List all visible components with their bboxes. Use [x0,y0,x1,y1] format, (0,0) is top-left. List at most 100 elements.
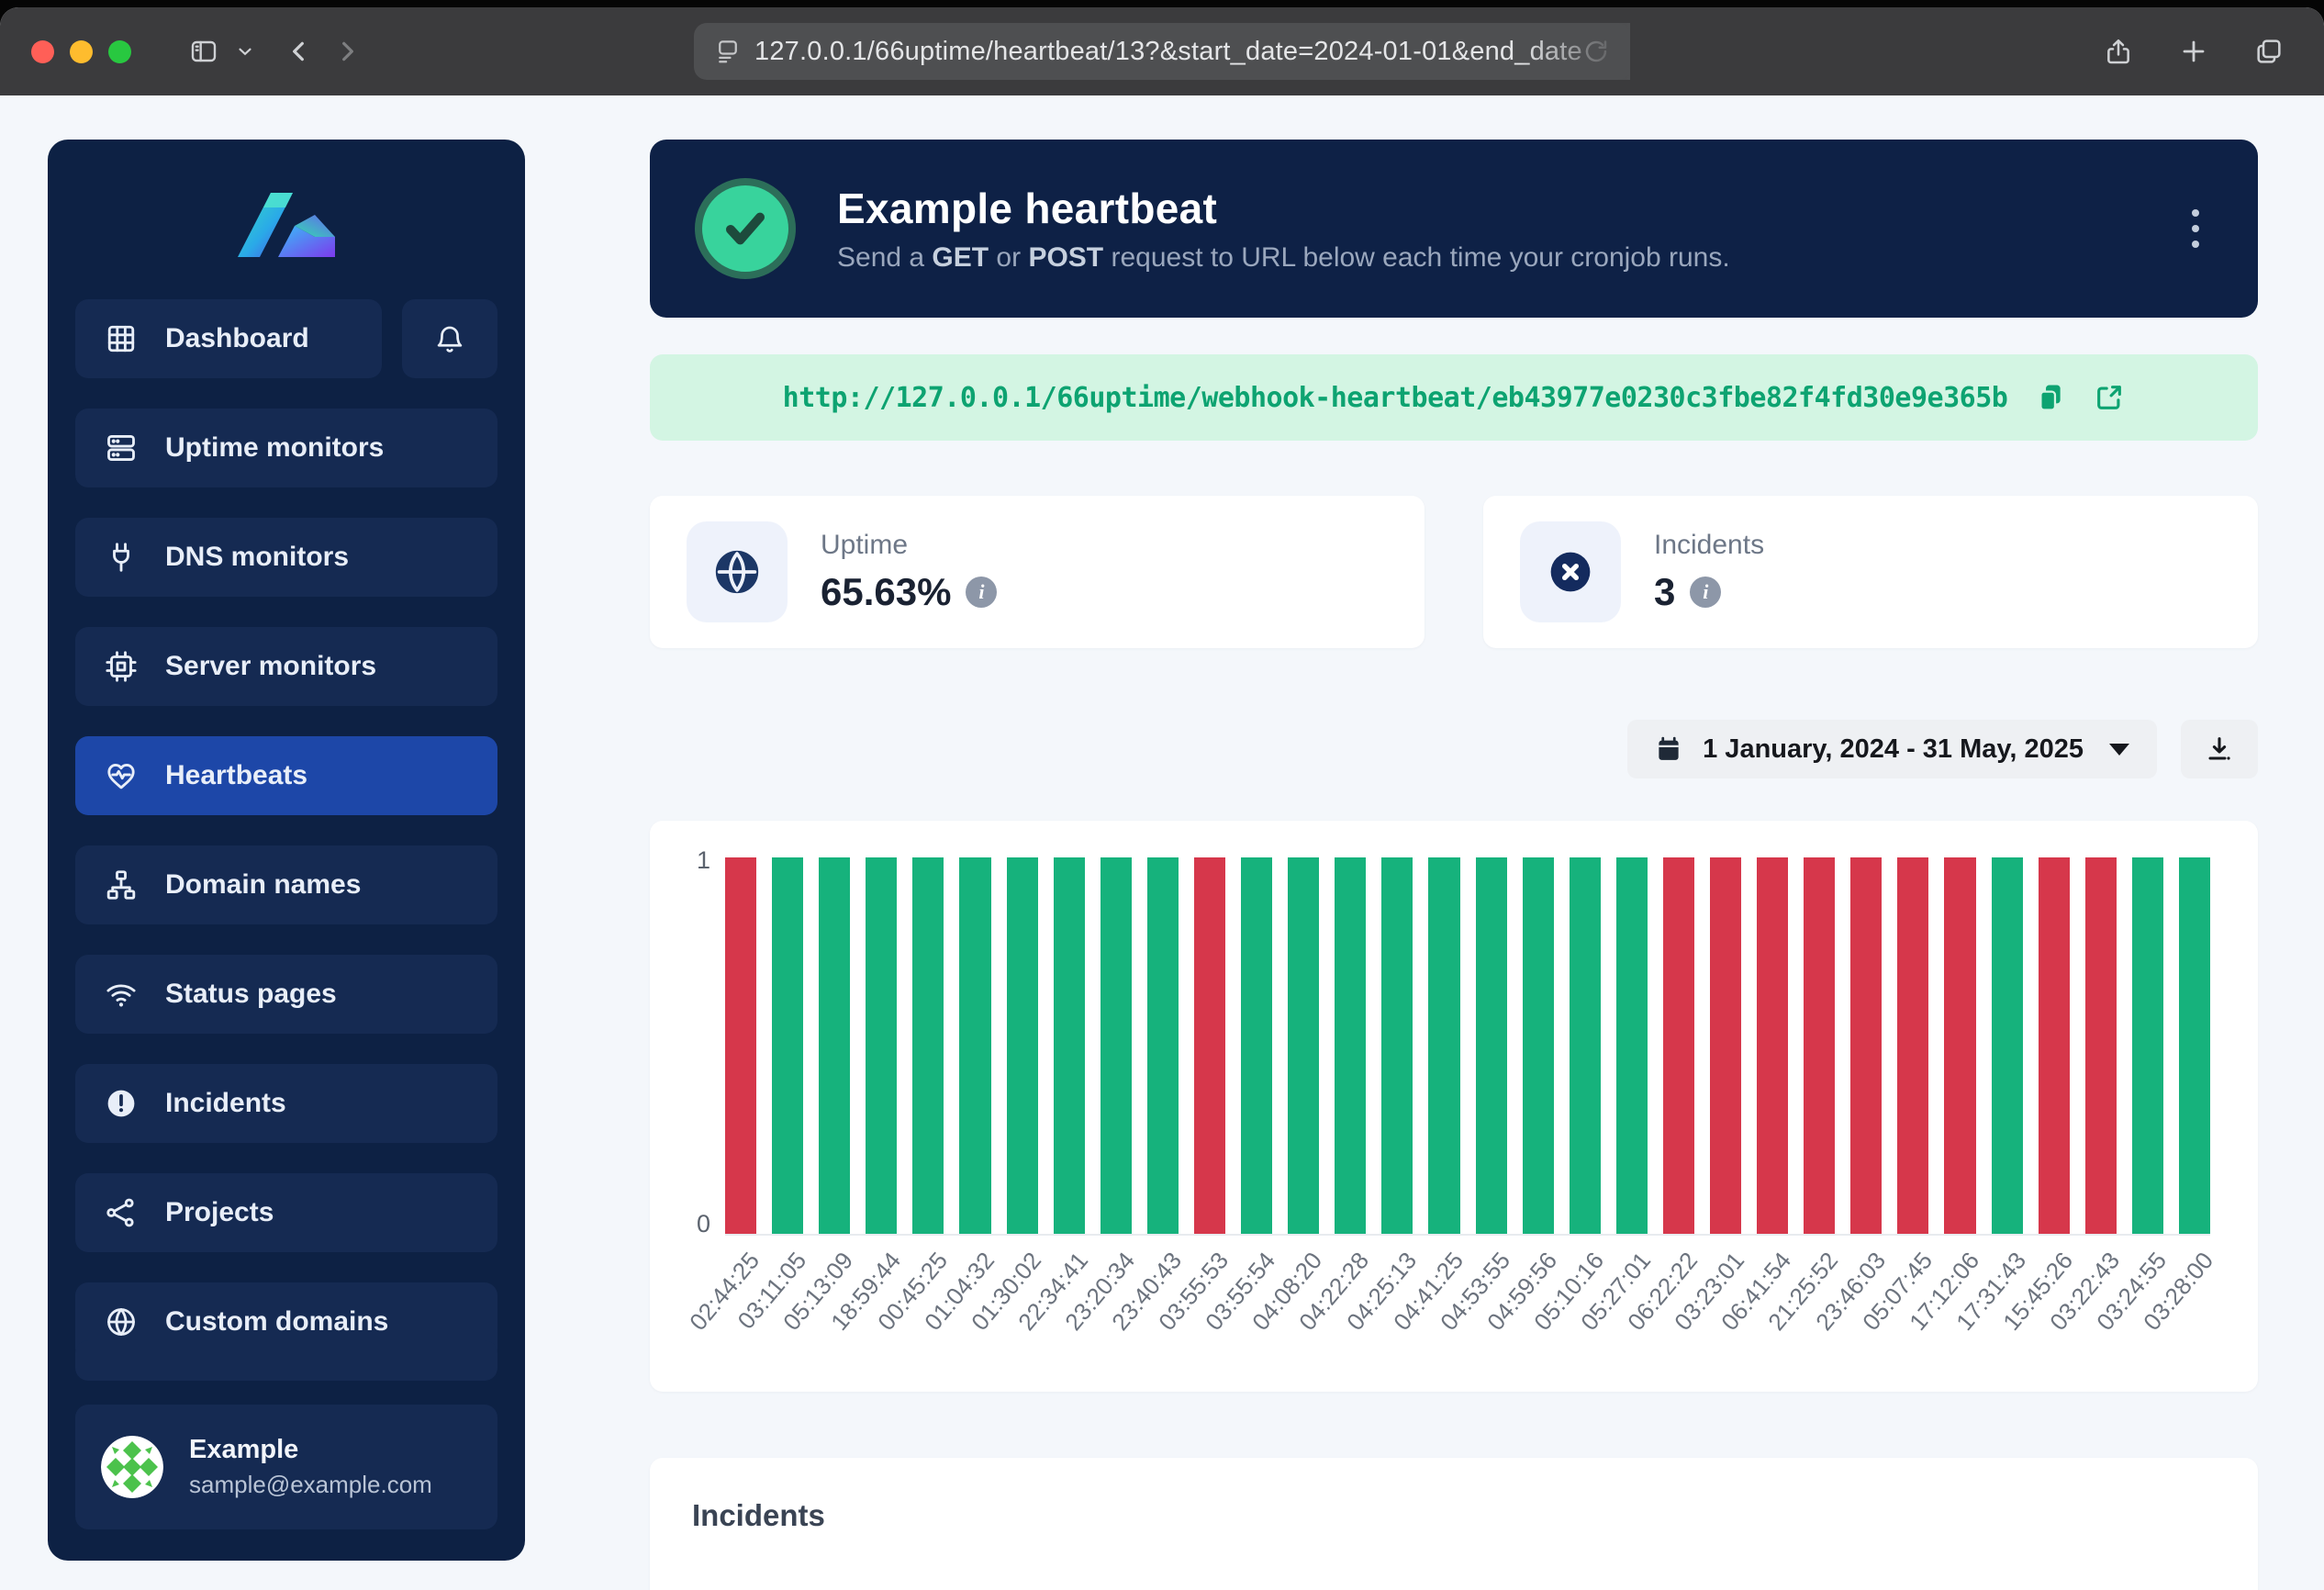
chart-bar-down[interactable] [1897,857,1928,1234]
incidents-section-title: Incidents [692,1498,2216,1533]
heartbeat-header-card: Example heartbeat Send a GET or POST req… [650,140,2258,318]
heartbeat-chart-card: 1 0 02:44:2503:11:0505:13:0918:59:4400:4… [650,821,2258,1392]
url-bar[interactable]: 127.0.0.1/66uptime/heartbeat/13?&start_d… [694,23,1630,80]
chart-plot-area: 02:44:2503:11:0505:13:0918:59:4400:45:25… [725,857,2210,1379]
chart-bar-down[interactable] [1757,857,1788,1234]
sidebar-item-label: Custom domains [165,1306,388,1338]
user-card[interactable]: Example sample@example.com [75,1405,497,1529]
chart-bar-up[interactable] [1241,857,1272,1234]
chart-bar-up[interactable] [1428,857,1459,1234]
sidebar-row-dns-monitors: DNS monitors [75,518,497,597]
sidebar-row-domain-names: Domain names [75,845,497,924]
sidebar-item-projects[interactable]: Projects [75,1173,497,1252]
forward-icon [332,37,362,66]
traffic-lights [31,40,147,63]
chart-bar-down[interactable] [1944,857,1975,1234]
chart-bar-down[interactable] [2085,857,2117,1234]
webhook-url-bar: http://127.0.0.1/66uptime/webhook-heartb… [650,354,2258,441]
download-button[interactable] [2181,720,2258,778]
wifi-icon [105,978,138,1011]
status-up-check-icon [694,177,797,280]
sidebar-toggle-icon [189,37,218,66]
date-range-picker[interactable]: 1 January, 2024 - 31 May, 2025 [1627,720,2157,778]
chart-bar-up[interactable] [959,857,990,1234]
globe-icon [712,547,762,597]
open-link-button[interactable] [2094,382,2125,413]
chart-bar-down[interactable] [1663,857,1694,1234]
x-circle-icon [1546,547,1595,597]
stat-value: 65.63% [821,570,951,614]
calendar-icon [1655,735,1682,763]
chart-bar-down[interactable] [725,857,756,1234]
tab-overview-button[interactable] [2245,28,2293,75]
zoom-window-button[interactable] [108,40,131,63]
chart-bar-up[interactable] [912,857,944,1234]
sidebar-item-heartbeats[interactable]: Heartbeats [75,736,497,815]
sidebar-item-server-monitors[interactable]: Server monitors [75,627,497,706]
chart-bar-up[interactable] [1007,857,1038,1234]
chart-bar-up[interactable] [1616,857,1648,1234]
y-axis-tick-min: 0 [697,1210,710,1238]
chart-bar-down[interactable] [1804,857,1835,1234]
new-tab-button[interactable] [2170,28,2218,75]
sidebar-item-dns-monitors[interactable]: DNS monitors [75,518,497,597]
page-subtitle: Send a GET or POST request to URL below … [837,242,1730,274]
bell-icon [434,323,465,354]
chart-bar-up[interactable] [2179,857,2210,1234]
chart-bar-up[interactable] [1335,857,1366,1234]
chart-bar-down[interactable] [2039,857,2070,1234]
app-logo[interactable] [75,171,497,299]
incident-stat-tile [1520,521,1621,622]
chart-bar-up[interactable] [1992,857,2023,1234]
close-window-button[interactable] [31,40,54,63]
tab-group-chevron[interactable] [228,28,263,75]
sidebar-toggle-button[interactable] [180,28,228,75]
copy-button[interactable] [2035,382,2066,413]
chart-bar-up[interactable] [2132,857,2163,1234]
chart-bar-up[interactable] [1476,857,1507,1234]
forward-button[interactable] [323,28,371,75]
page-body: Dashboard Uptime monitors DNS monitors Serv… [0,95,2324,1590]
chart-bar-down[interactable] [1710,857,1741,1234]
back-icon [285,37,314,66]
chart-bar-up[interactable] [1288,857,1319,1234]
sidebar-item-uptime-monitors[interactable]: Uptime monitors [75,409,497,487]
chart-bar-up[interactable] [1054,857,1085,1234]
sidebar-nav: Dashboard Uptime monitors DNS monitors Serv… [75,299,497,1361]
sidebar-item-dashboard[interactable]: Dashboard [75,299,382,378]
info-icon[interactable]: i [966,577,997,608]
chart-bar-up[interactable] [772,857,803,1234]
sidebar-item-partial[interactable] [75,1340,497,1381]
chart-bar-up[interactable] [866,857,897,1234]
chart-bar-up[interactable] [1147,857,1179,1234]
sidebar-row-server-monitors: Server monitors [75,627,497,706]
sidebar: Dashboard Uptime monitors DNS monitors Serv… [48,140,525,1561]
y-axis-tick-max: 1 [697,846,710,875]
chart-bar-down[interactable] [1194,857,1225,1234]
share-button[interactable] [2095,28,2142,75]
url-text: 127.0.0.1/66uptime/heartbeat/13?&start_d… [742,37,1582,67]
user-name: Example [189,1435,432,1465]
kebab-menu-button[interactable] [2177,200,2214,257]
globe-icon [105,1305,138,1338]
minimize-window-button[interactable] [70,40,93,63]
chart-bar-up[interactable] [819,857,850,1234]
sidebar-item-label: Incidents [165,1088,286,1119]
sidebar-item-incidents[interactable]: Incidents [75,1064,497,1143]
date-range-text: 1 January, 2024 - 31 May, 2025 [1703,734,2084,765]
info-icon[interactable]: i [1690,577,1721,608]
sidebar-item-label: Projects [165,1197,274,1228]
sidebar-item-label: Domain names [165,869,361,901]
chart-bar-up[interactable] [1570,857,1601,1234]
sidebar-item-label: Server monitors [165,651,376,682]
user-email: sample@example.com [189,1471,432,1499]
sidebar-item-status-pages[interactable]: Status pages [75,955,497,1034]
back-button[interactable] [275,28,323,75]
chart-bar-up[interactable] [1101,857,1132,1234]
notifications-button[interactable] [402,299,497,378]
chart-bar-up[interactable] [1523,857,1554,1234]
chart-bar-up[interactable] [1381,857,1413,1234]
chart-bar-down[interactable] [1850,857,1882,1234]
sidebar-item-domain-names[interactable]: Domain names [75,845,497,924]
sidebar-item-label: Heartbeats [165,760,307,791]
